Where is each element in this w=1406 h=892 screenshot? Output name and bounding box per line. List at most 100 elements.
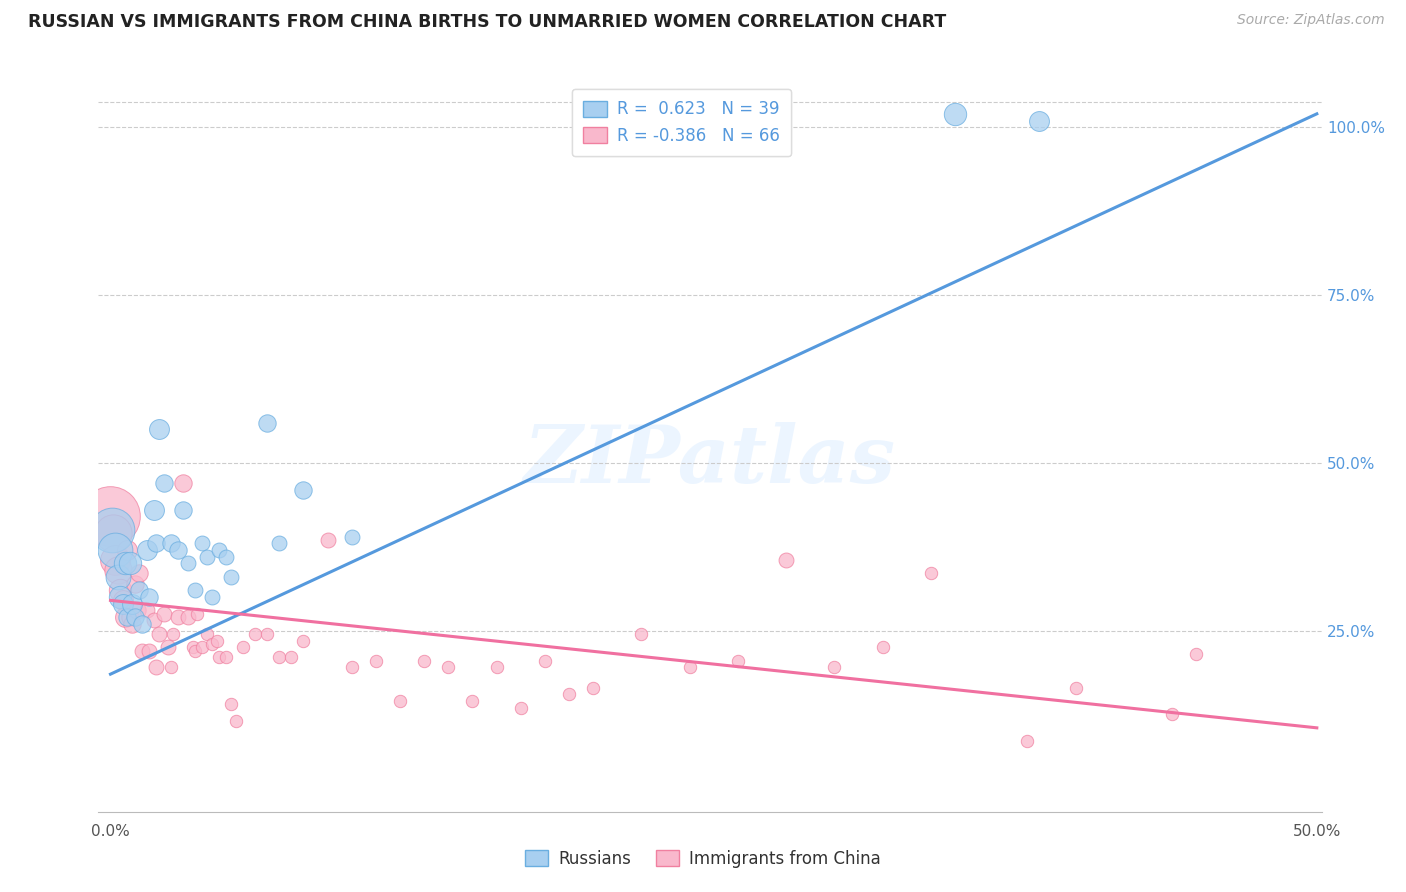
Point [225,714,247,728]
Point [738,113,761,128]
Point [340,530,363,544]
Text: RUSSIAN VS IMMIGRANTS FROM CHINA BIRTHS TO UNMARRIED WOMEN CORRELATION CHART: RUSSIAN VS IMMIGRANTS FROM CHINA BIRTHS … [28,13,946,31]
Point [176,610,198,624]
Point [215,549,238,564]
Point [1064,681,1087,695]
Point [135,603,157,617]
Point [413,654,436,668]
Point [152,607,174,621]
Point [201,590,224,604]
Point [108,590,131,604]
Point [121,616,143,631]
Legend: Russians, Immigrants from China: Russians, Immigrants from China [519,844,887,875]
Point [316,533,339,547]
Point [245,627,267,641]
Point [280,650,302,665]
Point [104,543,127,558]
Point [678,660,700,674]
Point [101,523,124,537]
Point [269,536,291,550]
Point [256,627,278,641]
Point [138,643,160,657]
Point [114,557,136,571]
Point [117,610,139,624]
Point [100,509,122,524]
Point [186,607,208,621]
Point [509,700,531,714]
Point [558,687,581,701]
Point [172,475,194,490]
Point [1161,707,1184,722]
Point [630,113,652,128]
Point [167,543,190,558]
Point [157,640,180,655]
Point [124,610,146,624]
Point [128,583,150,598]
Point [111,597,134,611]
Point [104,553,127,567]
Point [167,610,190,624]
Point [191,536,214,550]
Point [219,698,242,712]
Point [666,113,689,128]
Point [690,113,713,128]
Point [124,576,146,591]
Point [208,650,231,665]
Text: Source: ZipAtlas.com: Source: ZipAtlas.com [1237,13,1385,28]
Text: ZIPatlas: ZIPatlas [524,422,896,500]
Point [184,583,207,598]
Point [181,640,204,655]
Point [162,627,184,641]
Point [118,557,141,571]
Point [108,583,131,598]
Point [138,590,160,604]
Point [107,570,129,584]
Point [533,654,555,668]
Point [142,614,165,628]
Point [920,566,942,581]
Point [131,643,153,657]
Point [159,660,181,674]
Point [145,536,167,550]
Point [1028,113,1050,128]
Point [201,637,224,651]
Point [152,475,174,490]
Point [872,640,894,655]
Point [172,502,194,516]
Point [159,536,181,550]
Point [485,660,508,674]
Point [131,616,153,631]
Point [107,563,129,577]
Point [232,640,254,655]
Point [142,502,165,516]
Point [256,416,278,430]
Point [340,660,363,674]
Point [121,597,143,611]
Point [364,654,387,668]
Point [437,660,460,674]
Legend: R =  0.623   N = 39, R = -0.386   N = 66: R = 0.623 N = 39, R = -0.386 N = 66 [572,88,792,156]
Point [208,543,231,558]
Point [135,543,157,558]
Point [630,627,652,641]
Point [128,566,150,581]
Point [269,650,291,665]
Point [215,650,238,665]
Point [943,107,966,121]
Point [111,593,134,607]
Point [191,640,214,655]
Point [727,654,749,668]
Point [114,610,136,624]
Point [117,543,139,558]
Point [145,660,167,674]
Point [1185,647,1208,661]
Point [292,633,315,648]
Point [388,694,411,708]
Point [461,694,484,708]
Point [195,627,218,641]
Point [775,553,797,567]
Point [148,422,170,436]
Point [184,643,207,657]
Point [118,610,141,624]
Point [823,660,845,674]
